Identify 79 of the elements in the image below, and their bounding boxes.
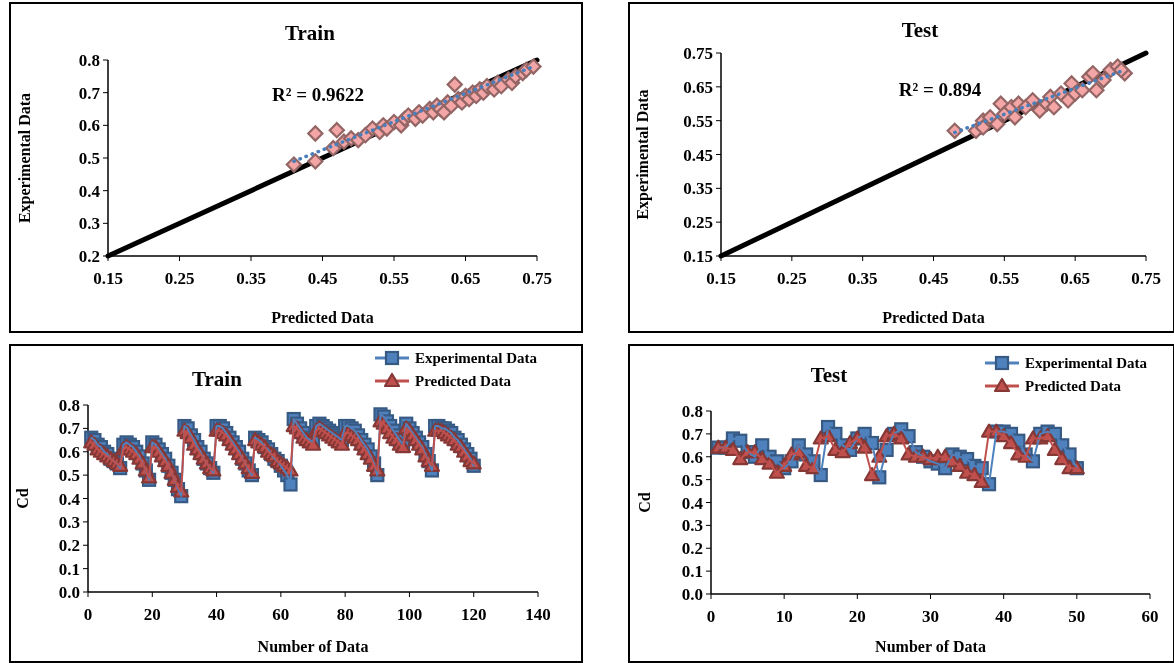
x-tick-label: 60 xyxy=(1141,607,1159,626)
x-tick-label: 0.35 xyxy=(236,269,266,288)
y-tick-label: 0.3 xyxy=(681,516,703,536)
x-tick-label: 0.75 xyxy=(522,269,552,288)
x-axis-title: Number of Data xyxy=(257,638,369,655)
y-tick-label: 0.7 xyxy=(58,419,81,439)
y-tick-label: 0.5 xyxy=(681,470,703,490)
x-tick-label: 40 xyxy=(995,607,1013,626)
legend-label: Experimental Data xyxy=(1025,355,1148,371)
y-tick-label: 0.25 xyxy=(683,213,713,233)
x-tick-label: 40 xyxy=(208,605,226,624)
x-tick-label: 30 xyxy=(922,607,939,626)
y-axis-title: Experimental Data xyxy=(16,92,34,224)
y-tick-label: 0.7 xyxy=(681,424,704,444)
x-tick-label: 0.25 xyxy=(776,269,807,288)
y-tick-label: 0.6 xyxy=(78,116,100,136)
y-tick-label: 0.2 xyxy=(681,539,703,559)
chart-title: Train xyxy=(192,367,243,391)
y-tick-label: 0.8 xyxy=(78,51,100,70)
x-tick-label: 0.65 xyxy=(450,269,481,288)
x-tick-label: 0 xyxy=(83,605,93,624)
y-axis-title: Cd xyxy=(636,492,653,513)
legend-label: Experimental Data xyxy=(415,350,538,366)
y-tick-label: 0.45 xyxy=(683,145,713,165)
y-tick-label: 0.5 xyxy=(58,466,80,486)
y-tick-label: 0.35 xyxy=(683,179,713,199)
x-tick-label: 80 xyxy=(336,605,354,624)
x-tick-label: 20 xyxy=(848,607,866,626)
x-tick-label: 10 xyxy=(775,607,793,626)
x-tick-label: 20 xyxy=(143,605,161,624)
x-tick-label: 100 xyxy=(396,605,423,624)
x-tick-label: 0.25 xyxy=(164,269,195,288)
y-tick-label: 0.65 xyxy=(683,77,713,97)
x-tick-label: 50 xyxy=(1068,607,1086,626)
x-tick-label: 120 xyxy=(460,605,487,624)
y-tick-label: 0.4 xyxy=(78,181,101,201)
x-tick-label: 0.55 xyxy=(379,269,409,288)
x-tick-label: 0.45 xyxy=(307,269,338,288)
y-tick-label: 0.1 xyxy=(681,562,703,582)
y-tick-label: 0.3 xyxy=(58,512,80,532)
y-axis-title: Experimental Data xyxy=(634,89,652,220)
y-axis-title: Cd xyxy=(14,488,31,509)
x-tick-label: 0.15 xyxy=(93,269,123,288)
y-tick-label: 0.15 xyxy=(683,247,713,266)
y-tick-label: 0.7 xyxy=(78,83,101,103)
y-tick-label: 0.3 xyxy=(78,214,100,234)
y-tick-label: 0.4 xyxy=(58,489,81,509)
chart-title: Train xyxy=(285,21,336,45)
y-tick-label: 0.4 xyxy=(681,493,704,513)
y-tick-label: 0.5 xyxy=(78,149,100,168)
y-tick-label: 0.6 xyxy=(681,447,703,467)
legend-label: Predicted Data xyxy=(415,373,512,389)
x-tick-label: 0 xyxy=(706,607,716,626)
y-tick-label: 0.55 xyxy=(683,111,713,131)
y-tick-label: 0.0 xyxy=(58,583,80,602)
x-axis-title: Predicted Data xyxy=(271,309,374,326)
annotation: R² = 0.9622 xyxy=(272,84,364,105)
chart-title: Test xyxy=(901,18,939,42)
y-tick-label: 0.2 xyxy=(78,247,100,266)
y-tick-label: 0.8 xyxy=(681,402,703,421)
x-axis-title: Predicted Data xyxy=(882,309,985,326)
y-tick-label: 0.75 xyxy=(683,44,713,63)
x-tick-label: 0.45 xyxy=(918,269,949,288)
chart-title: Test xyxy=(810,363,848,387)
x-tick-label: 140 xyxy=(525,605,551,624)
y-tick-label: 0.2 xyxy=(58,536,80,556)
x-tick-label: 0.35 xyxy=(847,269,878,288)
x-tick-label: 0.65 xyxy=(1060,269,1091,288)
y-tick-label: 0.1 xyxy=(58,559,80,579)
x-tick-label: 60 xyxy=(272,605,290,624)
x-tick-label: 0.55 xyxy=(989,269,1020,288)
y-tick-label: 0.0 xyxy=(681,585,703,604)
legend-label: Predicted Data xyxy=(1025,378,1122,394)
x-tick-label: 0.75 xyxy=(1131,269,1161,288)
y-tick-label: 0.8 xyxy=(58,396,80,415)
x-axis-title: Number of Data xyxy=(875,638,986,655)
annotation: R² = 0.894 xyxy=(898,79,982,100)
y-tick-label: 0.6 xyxy=(58,442,80,462)
x-tick-label: 0.15 xyxy=(706,269,736,288)
